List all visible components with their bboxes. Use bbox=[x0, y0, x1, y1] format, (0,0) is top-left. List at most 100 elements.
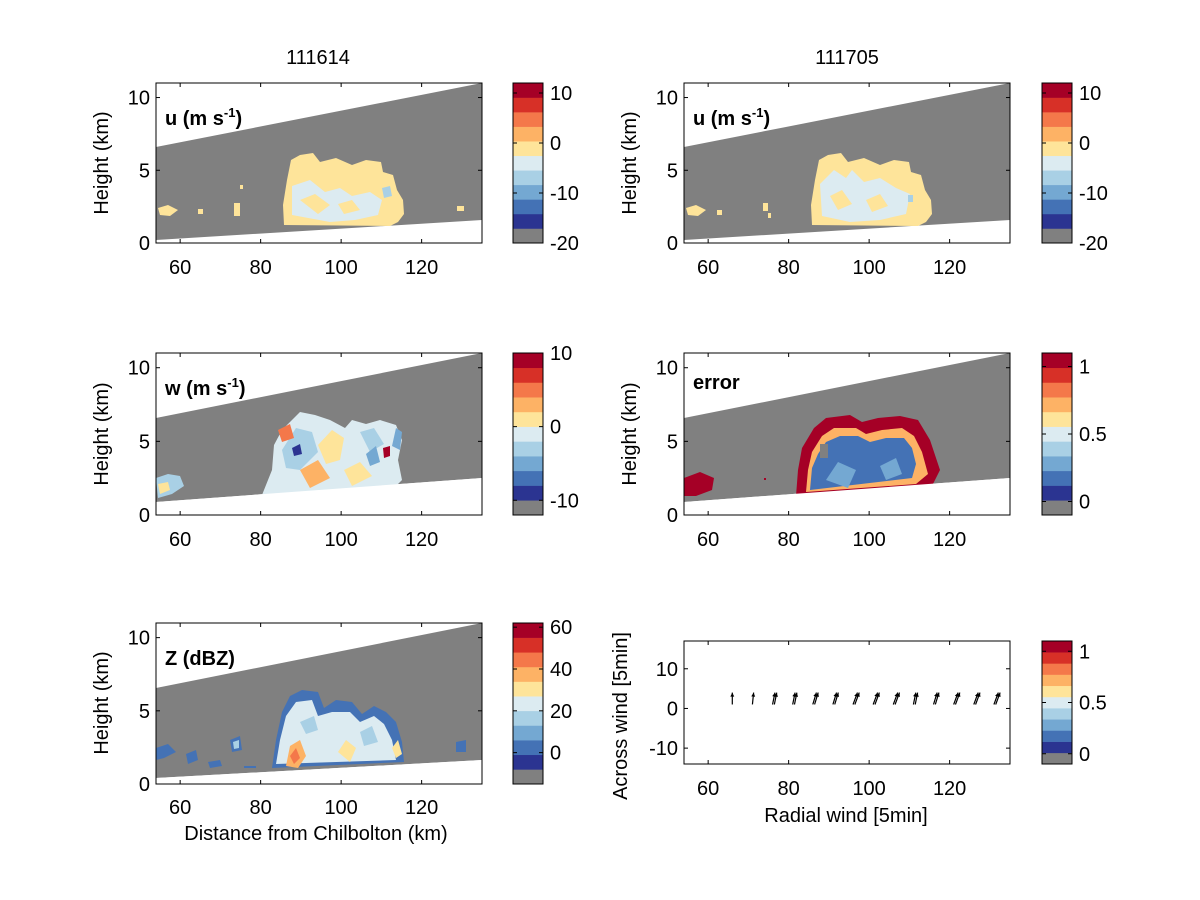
colorbar-tick-label: 0 bbox=[550, 133, 561, 155]
wind-arrow bbox=[872, 692, 880, 705]
colorbar-segment bbox=[513, 740, 543, 756]
colorbar-segment bbox=[513, 710, 543, 726]
x-tick-label: 80 bbox=[250, 257, 272, 279]
panel-w-left: w (m s-1) Height (km) bbox=[91, 352, 483, 516]
y-tick-label: 5 bbox=[139, 160, 150, 182]
y-axis-label: Height (km) bbox=[619, 111, 641, 214]
colorbar-segment bbox=[1042, 730, 1072, 742]
wind-arrow bbox=[730, 692, 735, 705]
colorbar-tick-label: 0 bbox=[1079, 492, 1090, 514]
x-tick-label: 120 bbox=[933, 529, 966, 551]
x-tick-label: 60 bbox=[169, 257, 191, 279]
y-tick-label: 10 bbox=[128, 358, 150, 380]
colorbar-segment bbox=[513, 637, 543, 653]
colorbar-segment bbox=[1042, 652, 1072, 664]
colorbar-frame bbox=[512, 622, 544, 785]
y-axis-label: Height (km) bbox=[91, 111, 113, 214]
colorbar-segment bbox=[1042, 470, 1072, 486]
colorbar-segment bbox=[513, 652, 543, 668]
colorbar-frame bbox=[512, 82, 544, 244]
y-tick-label: 10 bbox=[128, 628, 150, 650]
x-tick-label: 80 bbox=[250, 529, 272, 551]
colorbar-segment bbox=[513, 367, 543, 383]
colorbar-tick-label: 10 bbox=[1079, 83, 1101, 105]
colorbar-segment bbox=[513, 126, 543, 142]
colorbar-segment bbox=[513, 382, 543, 398]
x-tick-label: 100 bbox=[852, 257, 885, 279]
colorbar-segment bbox=[1042, 112, 1072, 127]
colorbar-tick-label: 0 bbox=[1079, 744, 1090, 766]
colorbar-segment bbox=[1042, 382, 1072, 398]
colorbar-tick-label: -10 bbox=[550, 183, 579, 205]
echo-field bbox=[684, 415, 940, 496]
colorbar-segment bbox=[1042, 213, 1072, 229]
colorbar-segment bbox=[1042, 170, 1072, 186]
colorbar-frame bbox=[1041, 82, 1073, 244]
axes-frame bbox=[155, 352, 483, 516]
colorbar-segment bbox=[513, 213, 543, 229]
colorbar-segment bbox=[1042, 141, 1072, 157]
colorbar-frame bbox=[512, 352, 544, 516]
colorbar-segment bbox=[513, 666, 543, 682]
colorbar-segment bbox=[513, 83, 543, 98]
wind-arrow bbox=[993, 692, 1001, 705]
x-axis-label: Radial wind [5min] bbox=[764, 805, 927, 827]
y-axis-label: Height (km) bbox=[619, 382, 641, 485]
title-right: 111705 bbox=[815, 47, 879, 69]
colorbar-segment bbox=[1042, 83, 1072, 98]
panel-label: u (m s-1) bbox=[693, 105, 770, 130]
colorbar-segment bbox=[513, 155, 543, 171]
x-tick-label: 100 bbox=[324, 257, 357, 279]
wind-arrow bbox=[953, 692, 961, 705]
colorbar-tick-label: 40 bbox=[550, 659, 572, 681]
x-tick-label: 100 bbox=[852, 529, 885, 551]
y-tick-label: 5 bbox=[667, 160, 678, 182]
colorbar-segment bbox=[1042, 641, 1072, 653]
colorbar-segment bbox=[1042, 228, 1072, 244]
axes-frame bbox=[683, 82, 1011, 244]
panel-error-right: error Height (km) bbox=[619, 352, 1011, 516]
colorbar-segment bbox=[513, 411, 543, 427]
colorbar-tick-label: 1 bbox=[1079, 357, 1090, 379]
x-tick-label: 120 bbox=[933, 778, 966, 800]
wind-arrow bbox=[792, 692, 798, 705]
x-tick-label: 100 bbox=[852, 778, 885, 800]
colorbar-segment bbox=[1042, 397, 1072, 413]
colorbar-segment bbox=[1042, 485, 1072, 501]
colorbar-segment bbox=[513, 754, 543, 770]
colorbar-segment bbox=[513, 500, 543, 516]
x-tick-label: 120 bbox=[405, 529, 438, 551]
panel-z-left: Z (dBZ) Height (km) Distance from Chilbo… bbox=[91, 622, 483, 845]
colorbar-segment bbox=[1042, 719, 1072, 731]
echo-field bbox=[158, 153, 464, 226]
colorbar-segment bbox=[513, 112, 543, 127]
x-tick-label: 60 bbox=[169, 529, 191, 551]
x-tick-label: 80 bbox=[778, 529, 800, 551]
axes-frame bbox=[155, 82, 483, 244]
colorbar-segment bbox=[1042, 500, 1072, 516]
y-axis-label: Height (km) bbox=[91, 651, 113, 754]
x-tick-label: 120 bbox=[933, 257, 966, 279]
colorbar-tick-label: -20 bbox=[550, 233, 579, 255]
colorbar-segment bbox=[513, 141, 543, 157]
y-tick-label: 10 bbox=[656, 358, 678, 380]
colorbar-segment bbox=[513, 397, 543, 413]
y-tick-label: 10 bbox=[656, 88, 678, 110]
x-tick-label: 60 bbox=[697, 529, 719, 551]
panel-u-left: u (m s-1) Height (km) bbox=[91, 82, 483, 244]
colorbar-segment bbox=[1042, 411, 1072, 427]
wind-arrow bbox=[812, 692, 819, 705]
panel-wind-right: Across wind [5min] Radial wind [5min] bbox=[610, 632, 1011, 827]
colorbar-segment bbox=[1042, 741, 1072, 754]
panel-label: w (m s-1) bbox=[164, 375, 245, 400]
y-tick-label: 0 bbox=[139, 505, 150, 527]
y-tick-label: 0 bbox=[667, 505, 678, 527]
y-axis-label: Height (km) bbox=[91, 382, 113, 485]
colorbar-segment bbox=[513, 170, 543, 186]
x-tick-label: 80 bbox=[250, 797, 272, 819]
colorbar-segment bbox=[513, 485, 543, 501]
wind-arrow bbox=[973, 692, 981, 705]
colorbar-tick-label: 20 bbox=[550, 701, 572, 723]
colorbar-segment bbox=[1042, 456, 1072, 472]
colorbar-tick-label: -20 bbox=[1079, 233, 1108, 255]
